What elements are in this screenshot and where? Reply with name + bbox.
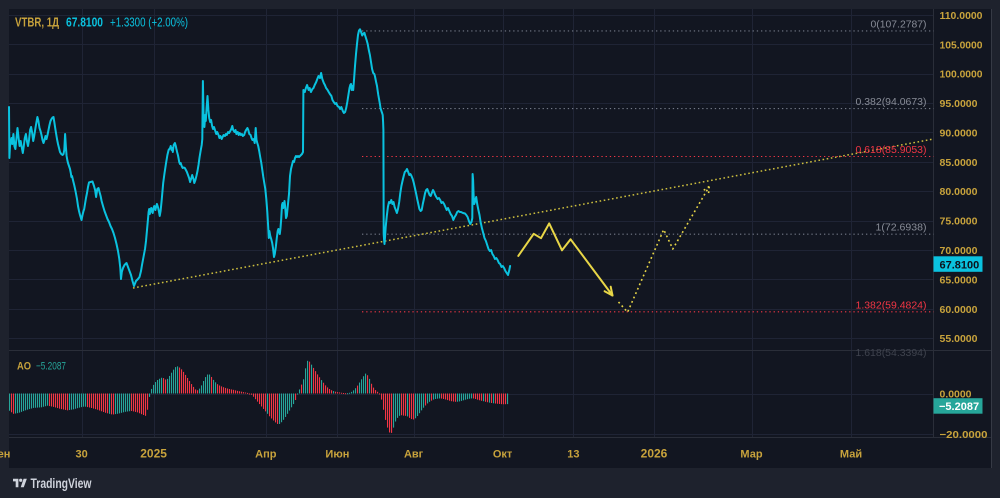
svg-text:75.0000: 75.0000 [940,216,978,228]
svg-text:105.0000: 105.0000 [940,39,983,51]
svg-text:AO: AO [17,361,31,373]
svg-text:65.0000: 65.0000 [940,274,978,286]
svg-text:VTBR, 1Д: VTBR, 1Д [15,16,59,30]
svg-text:55.0000: 55.0000 [940,333,978,345]
svg-text:Июн: Июн [325,449,349,461]
svg-text:67.8100: 67.8100 [66,16,103,30]
svg-text:110.0000: 110.0000 [940,10,983,22]
svg-text:1(72.6938): 1(72.6938) [876,223,927,234]
svg-text:100.0000: 100.0000 [940,69,983,81]
svg-text:95.0000: 95.0000 [940,98,978,110]
svg-text:TradingView: TradingView [31,476,92,491]
svg-text:60.0000: 60.0000 [940,304,978,316]
svg-text:Апр: Апр [255,449,277,461]
svg-text:−5.2087: −5.2087 [36,361,66,373]
svg-text:30: 30 [75,449,87,461]
svg-text:Мар: Мар [740,449,762,461]
svg-text:0.0000: 0.0000 [940,389,972,401]
svg-text:−20.0000: −20.0000 [940,429,988,441]
svg-text:90.0000: 90.0000 [940,128,978,140]
svg-text:+1.3300 (+2.00%): +1.3300 (+2.00%) [110,16,188,30]
svg-text:Сен: Сен [0,449,10,461]
svg-text:Окт: Окт [493,449,513,461]
svg-text:2026: 2026 [641,447,668,461]
svg-text:1.382(59.4824): 1.382(59.4824) [856,300,927,311]
svg-text:13: 13 [567,449,579,461]
svg-text:−5.2087: −5.2087 [939,401,979,413]
svg-text:0.618(85.9053): 0.618(85.9053) [856,145,927,156]
svg-text:1.618(54.3394): 1.618(54.3394) [856,348,927,359]
svg-text:67.8100: 67.8100 [940,259,980,271]
svg-text:Авг: Авг [404,449,424,461]
svg-text:Май: Май [840,449,862,461]
svg-text:0(107.2787): 0(107.2787) [871,19,927,30]
svg-text:0.382(94.0673): 0.382(94.0673) [856,97,927,108]
svg-text:80.0000: 80.0000 [940,186,978,198]
svg-text:85.0000: 85.0000 [940,157,978,169]
svg-text:2025: 2025 [140,447,167,461]
svg-text:70.0000: 70.0000 [940,245,978,257]
